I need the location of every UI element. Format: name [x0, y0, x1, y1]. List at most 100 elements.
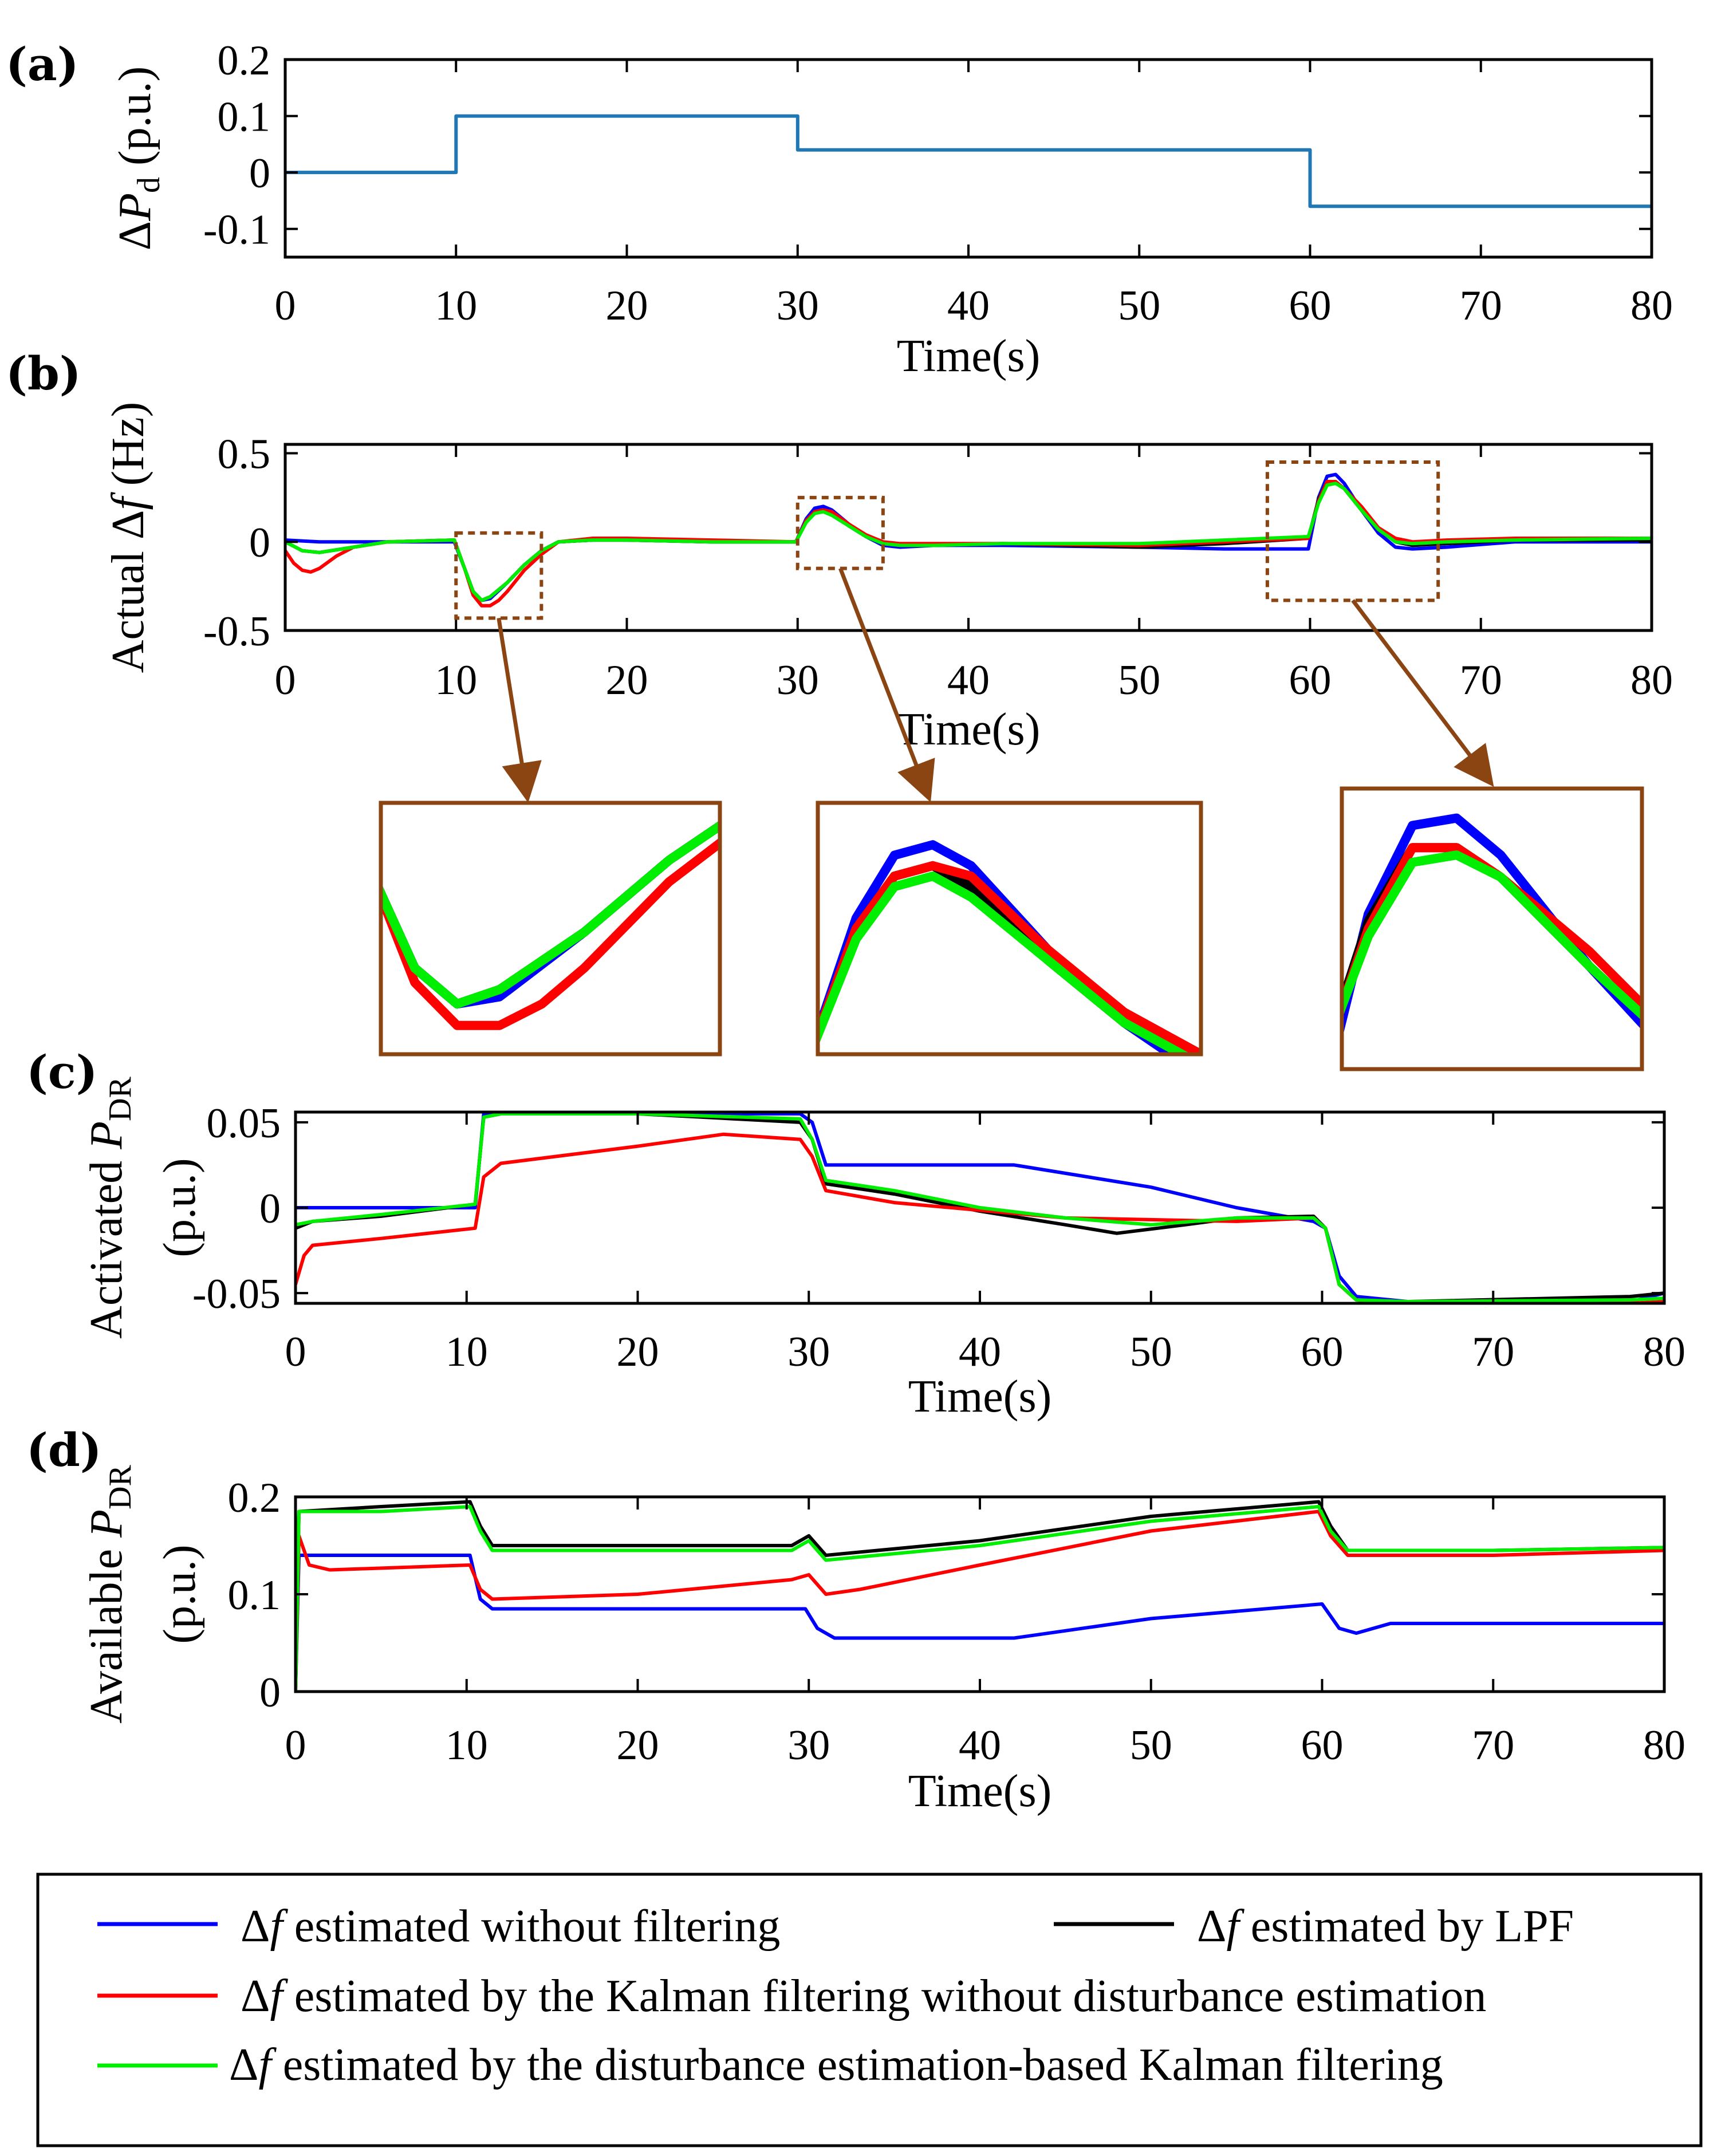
panel-a-xtick-label: 20: [606, 282, 648, 329]
panel-b-xtick-label: 20: [606, 657, 648, 704]
panel-d-xtick-label: 60: [1301, 1722, 1344, 1769]
zoom-arrows: [497, 567, 1494, 803]
panel-d-series: [296, 1500, 1664, 1692]
panel-b-xlabel: Time(s): [897, 704, 1040, 755]
panel-a-ylabel: ΔPd (p.u.): [110, 66, 167, 251]
panel-a: (a)0 10 20 30 40 50 60 70 800.20.10-0.1Time(s)ΔP…: [6, 37, 1673, 381]
panel-a-xtick-label: 70: [1460, 282, 1502, 329]
panel-b-xtick-label: 80: [1630, 657, 1673, 704]
panel-b-xtick-label: 70: [1460, 657, 1502, 704]
panel-b-xtick-label: 10: [435, 657, 477, 704]
panel-c-xtick-label: 10: [446, 1329, 488, 1375]
panel-d-xtick-label: 50: [1130, 1722, 1172, 1769]
panel-a-ytick-label: 0: [249, 150, 270, 197]
inset-1-frame: [379, 801, 722, 1057]
panel-b-xtick-label: 40: [947, 657, 990, 704]
panel-c-xtick-label: 30: [787, 1329, 830, 1375]
panel-b-ylabel: Actual Δf (Hz): [103, 402, 153, 673]
panel-c-series: [296, 1112, 1664, 1303]
legend-label-1: Δf estimated without filtering: [241, 1901, 780, 1952]
zoom-insets: [379, 786, 1644, 1071]
panel-a-series-ΔPd-line: [285, 114, 1652, 208]
panel-c-ytick-label: 0: [259, 1185, 281, 1232]
panel-a-xtick-label: 0: [275, 282, 296, 329]
inset-2-frame: [816, 801, 1203, 1057]
panel-b-series-green-line: [285, 482, 1652, 602]
panel-c-xtick-label: 0: [285, 1329, 306, 1375]
panel-d-xtick-label: 20: [617, 1722, 659, 1769]
zoom-box-2: [795, 495, 885, 570]
panel-d-ylabel-units: (p.u.): [155, 1544, 205, 1643]
panel-d-xtick-label: 0: [285, 1722, 306, 1769]
zoom-box-1: [454, 531, 543, 620]
inset-3-series-green-line: [1342, 850, 1642, 1021]
panel-c-xtick-label: 60: [1301, 1329, 1344, 1375]
zoom-arrow-2: [838, 567, 935, 803]
panel-a-xtick-label: 30: [777, 282, 819, 329]
panel-c-xtick-label: 70: [1472, 1329, 1514, 1375]
zoom-box-3: [1265, 460, 1440, 602]
panel-c-xtick-label: 50: [1130, 1329, 1172, 1375]
panel-d-ylabel: Available PDR: [81, 1464, 138, 1723]
panel-c-ylabel: Activated PDR: [81, 1077, 138, 1339]
panel-b-xtick-label: 0: [275, 657, 296, 704]
panel-c-xtick-label: 40: [959, 1329, 1001, 1375]
panel-d-ytick-label: 0.1: [228, 1572, 281, 1619]
panel-b-ytick-label: -0.5: [203, 608, 270, 655]
inset-2-series-red-line: [818, 861, 1201, 1054]
panel-b-series: [285, 472, 1652, 608]
legend: Δf estimated without filtering Δf estimat…: [36, 1873, 1703, 2147]
panel-c-label: (c): [26, 1045, 97, 1099]
panel-d-xtick-label: 10: [446, 1722, 488, 1769]
panel-a-xtick-label: 60: [1289, 282, 1332, 329]
panel-d-label: (d): [26, 1423, 102, 1477]
panel-c-series-green-line: [296, 1112, 1664, 1303]
panel-d-xlabel: Time(s): [908, 1766, 1051, 1816]
panel-a-xlabel: Time(s): [897, 331, 1040, 381]
panel-a-ytick-label: -0.1: [203, 207, 270, 254]
panel-d-series-green-line: [296, 1505, 1664, 1692]
inset-1-series: [381, 820, 720, 1030]
panel-a-ytick-label: 0.1: [218, 94, 271, 141]
inset-2-series-black-line: [818, 861, 1192, 1054]
inset-1-series-green-line: [381, 820, 720, 1009]
panel-c-xtick-label: 80: [1643, 1329, 1685, 1375]
panel-b-xtick-label: 30: [777, 657, 819, 704]
panel-d-ytick-label: 0.2: [228, 1475, 281, 1522]
panel-c-ylabel-units: (p.u.): [155, 1158, 205, 1257]
inset-3-frame: [1340, 786, 1644, 1071]
legend-frame: [36, 1873, 1703, 2147]
panel-d-xtick-label: 40: [959, 1722, 1001, 1769]
inset-3-series: [1342, 813, 1642, 1040]
panel-a-ytick-label: 0.2: [218, 37, 271, 84]
inset-2-series: [818, 840, 1201, 1054]
zoom-arrow-1: [497, 617, 542, 803]
panel-a-xtick-label: 80: [1630, 282, 1673, 329]
panel-b-xtick-label: 50: [1118, 657, 1160, 704]
panel-d-ytick-label: 0: [259, 1669, 281, 1716]
panel-d-xtick-label: 70: [1472, 1722, 1514, 1769]
panel-c-xlabel: Time(s): [908, 1371, 1051, 1422]
panel-b: (b)0 10 20 30 40 50 60 70 800.50-0.5Time(s)Actua…: [6, 346, 1673, 755]
panel-a-xtick-label: 50: [1118, 282, 1160, 329]
legend-label-4: Δf estimated by the disturbance estimati…: [229, 2040, 1443, 2090]
panel-d: (d) 0 10 20 30 40 50 60 70 80 0.2 0.1 0 Time(s) Availa…: [26, 1423, 1685, 1816]
panel-b-label: (b): [6, 346, 81, 400]
panel-c: (c)0 10 20 30 40 50 60 70 800.050-0.05Time(s)Act…: [26, 1045, 1685, 1422]
panel-b-xtick-label: 60: [1289, 657, 1332, 704]
panel-c-xtick-label: 20: [617, 1329, 659, 1375]
panel-c-ytick-label: -0.05: [192, 1271, 281, 1318]
legend-label-2: Δf estimated by LPF: [1197, 1901, 1574, 1952]
panel-d-series-red-line: [296, 1509, 1664, 1692]
panel-d-xtick-label: 30: [787, 1722, 830, 1769]
panel-a-label: (a): [6, 37, 79, 91]
legend-label-3: Δf estimated by the Kalman filtering wit…: [241, 1971, 1486, 2021]
panel-a-xtick-label: 40: [947, 282, 990, 329]
panel-b-ytick-label: 0: [249, 519, 270, 566]
panel-a-xtick-label: 10: [435, 282, 477, 329]
panel-c-ytick-label: 0.05: [207, 1100, 281, 1147]
panel-a-series: [285, 114, 1652, 208]
zoom-arrow-3: [1351, 599, 1494, 787]
panel-d-xtick-label: 80: [1643, 1722, 1685, 1769]
